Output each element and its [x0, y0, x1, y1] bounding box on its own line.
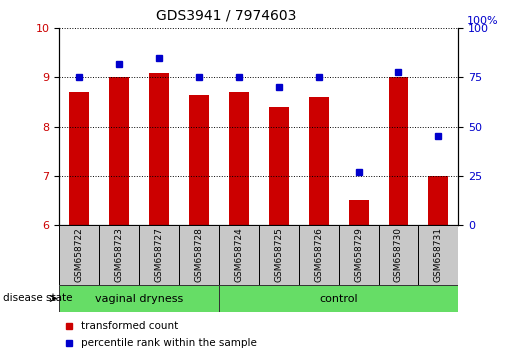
Bar — [149, 73, 169, 225]
Text: GSM658725: GSM658725 — [274, 227, 283, 282]
Bar — [109, 78, 129, 225]
Text: GSM658724: GSM658724 — [234, 228, 243, 282]
Text: GSM658727: GSM658727 — [154, 227, 163, 282]
Text: transformed count: transformed count — [81, 321, 178, 331]
Bar — [99, 225, 139, 285]
Bar — [69, 92, 89, 225]
Text: 100%: 100% — [467, 16, 499, 25]
Text: GSM658728: GSM658728 — [195, 227, 203, 282]
Bar — [59, 285, 219, 312]
Bar — [219, 225, 259, 285]
Bar — [269, 107, 289, 225]
Bar — [428, 176, 449, 225]
Text: control: control — [319, 293, 358, 304]
Text: GSM658722: GSM658722 — [75, 228, 83, 282]
Text: GSM658730: GSM658730 — [394, 227, 403, 282]
Text: vaginal dryness: vaginal dryness — [95, 293, 183, 304]
Bar — [379, 225, 418, 285]
Text: percentile rank within the sample: percentile rank within the sample — [81, 338, 257, 348]
Text: GSM658729: GSM658729 — [354, 227, 363, 282]
Bar — [179, 225, 219, 285]
Text: GSM658723: GSM658723 — [115, 227, 124, 282]
Bar — [299, 225, 339, 285]
Bar — [259, 225, 299, 285]
Bar — [229, 92, 249, 225]
Text: GSM658726: GSM658726 — [314, 227, 323, 282]
Bar — [349, 200, 369, 225]
Text: GSM658731: GSM658731 — [434, 227, 443, 282]
Bar — [339, 225, 379, 285]
Text: disease state: disease state — [3, 293, 72, 303]
Bar — [189, 95, 209, 225]
Text: GDS3941 / 7974603: GDS3941 / 7974603 — [157, 9, 297, 23]
Bar — [59, 225, 99, 285]
Bar — [388, 78, 408, 225]
Bar — [418, 225, 458, 285]
Bar — [308, 97, 329, 225]
Bar — [219, 285, 458, 312]
Bar — [139, 225, 179, 285]
